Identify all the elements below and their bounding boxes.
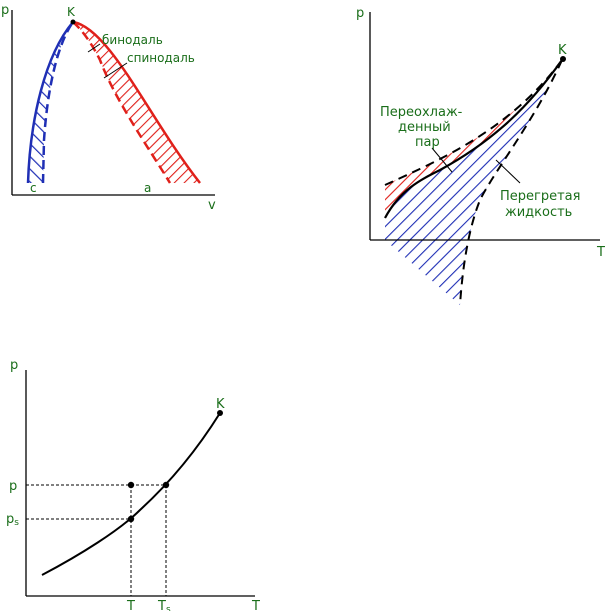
pv-axis-label-v: v	[208, 198, 216, 213]
pt-axis-label-t: T	[596, 245, 605, 260]
tick-label-ts: Ts	[157, 599, 171, 611]
state-point-t-ps	[127, 515, 135, 523]
saturation-curve	[384, 59, 563, 219]
spinodal-label: спинодаль	[127, 51, 195, 65]
critical-point-marker	[217, 410, 223, 416]
pv-diagram: p v K c a бинодаль спинодаль	[1, 3, 216, 213]
liquid-label-line1: Перегретая	[500, 189, 580, 204]
sat-axis-label-t: T	[251, 599, 260, 611]
liquid-spinodal-curve	[459, 59, 563, 306]
pv-point-a-label: a	[144, 181, 151, 195]
pv-axis-label-p: p	[1, 3, 9, 18]
vapor-spinodal-curve	[384, 59, 563, 186]
spinodal-curve-left	[41, 21, 75, 184]
binodal-curve-right	[72, 20, 201, 184]
binodal-label: бинодаль	[102, 33, 163, 47]
pt-axis-label-p: p	[356, 6, 364, 21]
tick-label-t: T	[126, 599, 135, 611]
tick-label-ps: ps	[6, 512, 19, 528]
binodal-curve-left	[26, 21, 74, 184]
critical-point-marker	[560, 56, 566, 62]
spinodal-leader	[103, 62, 128, 79]
vapor-label-leader	[431, 147, 453, 173]
binodal-leader	[87, 43, 101, 53]
sat-critical-point-label: K	[216, 397, 225, 412]
state-point-t-p	[127, 481, 135, 489]
liquid-label-line2: жидкость	[505, 205, 572, 220]
pt-critical-point-label: K	[558, 43, 567, 58]
saturation-curve	[41, 412, 221, 576]
critical-point-marker	[70, 19, 76, 25]
vapor-label-line1: Переохлаж-	[380, 105, 463, 120]
pt-metastable-diagram: p T K Переохлаж- денный пар Перегретая ж…	[356, 6, 605, 306]
state-point-ts-p	[162, 481, 170, 489]
sat-axis-label-p: p	[10, 358, 18, 373]
vapor-label-line2: денный	[398, 120, 451, 135]
pv-point-c-label: c	[30, 181, 37, 195]
vapor-label-line3: пар	[415, 135, 440, 150]
spinodal-curve-right	[72, 21, 172, 184]
pv-critical-point-label: K	[67, 5, 76, 19]
metastable-vapor-region	[73, 22, 200, 183]
liquid-label-leader	[495, 159, 521, 184]
metastable-liquid-region	[28, 22, 73, 183]
superheated-liquid-region	[385, 60, 562, 305]
pt-saturation-diagram: p T K p ps T Ts	[6, 358, 260, 611]
tick-label-p: p	[9, 479, 17, 494]
